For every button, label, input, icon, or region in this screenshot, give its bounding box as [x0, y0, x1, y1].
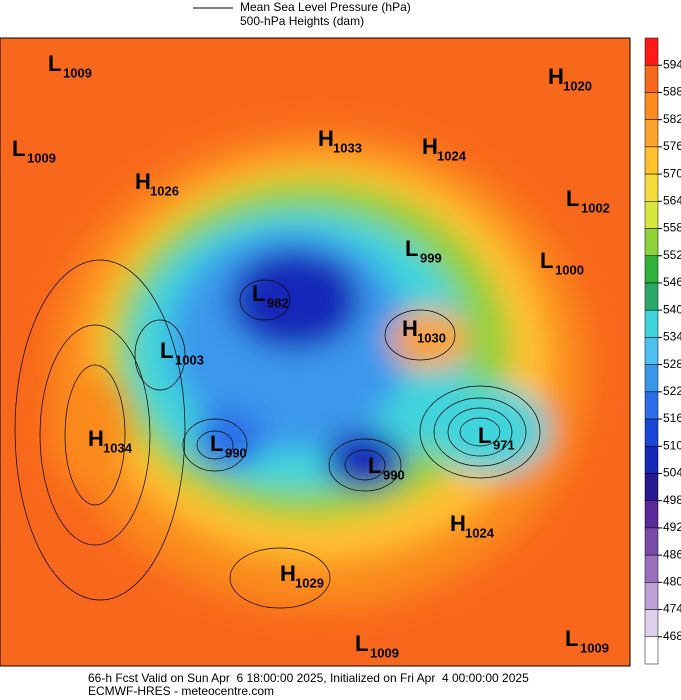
colorbar-segment [644, 173, 659, 202]
center-letter: L [566, 186, 579, 211]
map-frame [0, 37, 631, 667]
center-pressure: 1024 [437, 148, 467, 163]
colorbar-segment [644, 446, 659, 474]
colorbar-segment [644, 64, 659, 93]
center-letter: L [368, 453, 381, 478]
colorbar-segment [644, 554, 659, 583]
colorbar-segment [644, 146, 659, 175]
colorbar-segment [644, 92, 659, 120]
center-letter: H [135, 169, 151, 194]
center-letter: L [540, 248, 553, 273]
colorbar-label: 576 [663, 139, 681, 153]
center-letter: L [48, 51, 61, 76]
colorbar-label: 534 [663, 330, 681, 344]
center-letter: H [280, 561, 296, 586]
center-pressure: 1009 [580, 640, 609, 655]
colorbar-segment [644, 473, 659, 501]
colorbar-label: 516 [663, 411, 681, 425]
colorbar-segment [644, 255, 659, 284]
center-letter: L [565, 626, 578, 651]
colorbar-label: 570 [663, 166, 681, 180]
colorbar-label: 468 [663, 629, 681, 643]
center-letter: L [478, 423, 491, 448]
colorbar-segment [644, 309, 659, 338]
colorbar-label: 558 [663, 221, 681, 235]
colorbar-label: 588 [663, 85, 681, 99]
center-pressure: 1026 [150, 183, 179, 198]
center-letter: H [450, 511, 466, 536]
colorbar-segment [644, 582, 659, 610]
center-letter: H [318, 126, 334, 151]
center-pressure: 1009 [27, 150, 56, 165]
colorbar-segment [644, 201, 659, 229]
center-pressure: 1034 [103, 440, 133, 455]
colorbar-label: 474 [663, 602, 681, 616]
colorbar-label: 540 [663, 302, 681, 316]
center-letter: L [252, 281, 265, 306]
colorbar-segment [644, 119, 659, 148]
colorbar-label: 504 [663, 466, 681, 480]
center-pressure: 1009 [370, 645, 399, 660]
colorbar-segment [644, 364, 659, 393]
colorbar-segment [644, 527, 659, 556]
center-letter: L [405, 236, 418, 261]
center-letter: H [402, 316, 418, 341]
center-letter: L [160, 338, 173, 363]
center-pressure: 1020 [563, 78, 592, 93]
center-letter: H [548, 64, 564, 89]
legend-fill-label: 500-hPa Heights (dam) [240, 14, 364, 28]
colorbar-label: 594 [663, 57, 681, 71]
center-pressure: 1029 [295, 575, 324, 590]
legend-line-label: Mean Sea Level Pressure (hPa) [240, 0, 411, 14]
colorbar-segment [644, 337, 659, 365]
center-pressure: 1003 [175, 352, 204, 367]
colorbar-label: 528 [663, 357, 681, 371]
footer-source: ECMWF-HRES - meteocentre.com [88, 684, 274, 698]
center-pressure: 990 [383, 467, 405, 482]
center-letter: L [210, 431, 223, 456]
colorbar-label: 486 [663, 547, 681, 561]
center-pressure: 999 [420, 250, 442, 265]
isobars [14, 259, 541, 609]
center-letter: H [422, 134, 438, 159]
colorbar-segment [644, 282, 659, 311]
colorbar-segment [644, 500, 659, 529]
center-letter: L [12, 136, 25, 161]
colorbar-segment [644, 228, 659, 256]
colorbar-label: 492 [663, 520, 681, 534]
center-letter: H [88, 426, 104, 451]
colorbar-segment [644, 418, 659, 447]
center-pressure: 982 [267, 295, 289, 310]
footer-valid: 66-h Fcst Valid on Sun Apr 6 18:00:00 20… [88, 671, 529, 685]
colorbar-segment [644, 636, 659, 665]
center-pressure: 1002 [581, 200, 610, 215]
colorbar-label: 552 [663, 248, 681, 262]
colorbar-segment [644, 391, 659, 420]
colorbar-label: 480 [663, 575, 681, 589]
center-pressure: 990 [225, 445, 247, 460]
colorbar-label: 564 [663, 193, 681, 207]
colorbar-label: 510 [663, 438, 681, 452]
colorbar-label: 498 [663, 493, 681, 507]
colorbar-label: 582 [663, 112, 681, 126]
colorbar-label: 522 [663, 384, 681, 398]
center-pressure: 1009 [63, 65, 92, 80]
map-field [0, 38, 630, 666]
center-pressure: 1024 [465, 525, 495, 540]
colorbar-segment [644, 609, 659, 638]
center-pressure: 1033 [333, 140, 362, 155]
colorbar-label: 546 [663, 275, 681, 289]
center-pressure: 1030 [417, 330, 446, 345]
center-letter: L [355, 631, 368, 656]
colorbar-segment [644, 37, 659, 66]
center-pressure: 1000 [555, 262, 584, 277]
center-pressure: 971 [493, 437, 515, 452]
